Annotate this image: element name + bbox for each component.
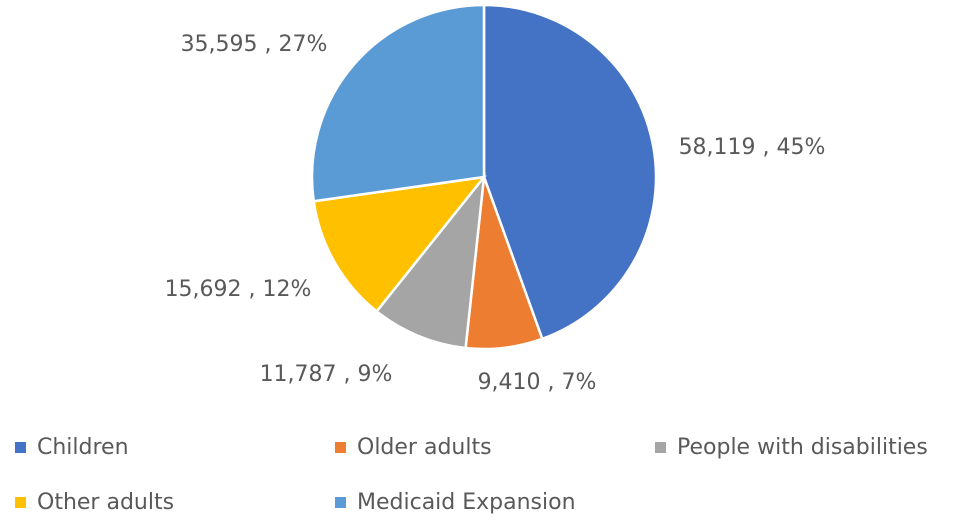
data-label: 58,119 , 45% [679,135,826,160]
pie-slice [312,175,487,314]
data-label: 15,692 , 12% [165,277,312,302]
legend-label: Children [37,435,129,460]
legend-label: Older adults [357,435,492,460]
legend-swatch [655,442,666,453]
data-label: 35,595 , 27% [181,32,328,57]
pie-slice [482,3,658,341]
legend-label: Medicaid Expansion [357,490,576,515]
data-label: 9,410 , 7% [478,370,597,395]
legend-label: People with disabilities [677,435,928,460]
legend-label: Other adults [37,490,174,515]
legend-swatch [15,497,26,508]
data-label: 11,787 , 9% [260,362,393,387]
legend-swatch [15,442,26,453]
pie-slice [310,3,486,203]
legend-swatch [335,497,346,508]
legend-swatch [335,442,346,453]
pie-slice [374,172,486,350]
